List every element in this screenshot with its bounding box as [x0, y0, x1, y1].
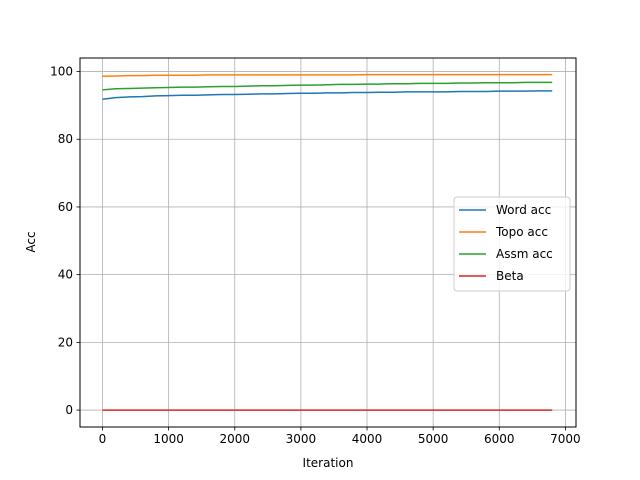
series-line-assm-acc — [102, 81, 553, 91]
y-tick-label: 40 — [58, 268, 73, 282]
legend-box — [453, 196, 571, 292]
x-tick-label: 0 — [99, 432, 107, 446]
x-tick-label: 3000 — [286, 432, 317, 446]
series-line-topo-acc — [102, 73, 553, 78]
x-tick-label: 1000 — [153, 432, 184, 446]
series-lines — [102, 73, 553, 411]
legend: Word acc Topo acc Assm acc Beta — [453, 196, 571, 292]
y-tick-label: 60 — [58, 200, 73, 214]
y-axis-label: Acc — [24, 231, 38, 252]
legend-label-topo-acc: Topo acc — [495, 225, 548, 239]
axis-ticks: 0 1000 2000 3000 4000 5000 6000 7000 0 20 40 60 80 10… — [50, 65, 581, 446]
x-tick-label: 2000 — [219, 432, 250, 446]
plot-frame — [79, 57, 577, 428]
x-tick-label: 6000 — [484, 432, 515, 446]
y-tick-label: 20 — [58, 335, 73, 349]
x-tick-label: 5000 — [418, 432, 449, 446]
x-tick-label: 4000 — [352, 432, 383, 446]
y-tick-label: 80 — [58, 132, 73, 146]
x-tick-label: 7000 — [550, 432, 581, 446]
series-line-word-acc — [102, 90, 553, 101]
legend-label-assm-acc: Assm acc — [496, 247, 553, 261]
x-axis-label: Iteration — [303, 456, 354, 470]
y-tick-label: 100 — [50, 65, 73, 79]
legend-label-beta: Beta — [496, 269, 524, 283]
y-tick-label: 0 — [65, 403, 73, 417]
legend-label-word-acc: Word acc — [496, 203, 551, 217]
